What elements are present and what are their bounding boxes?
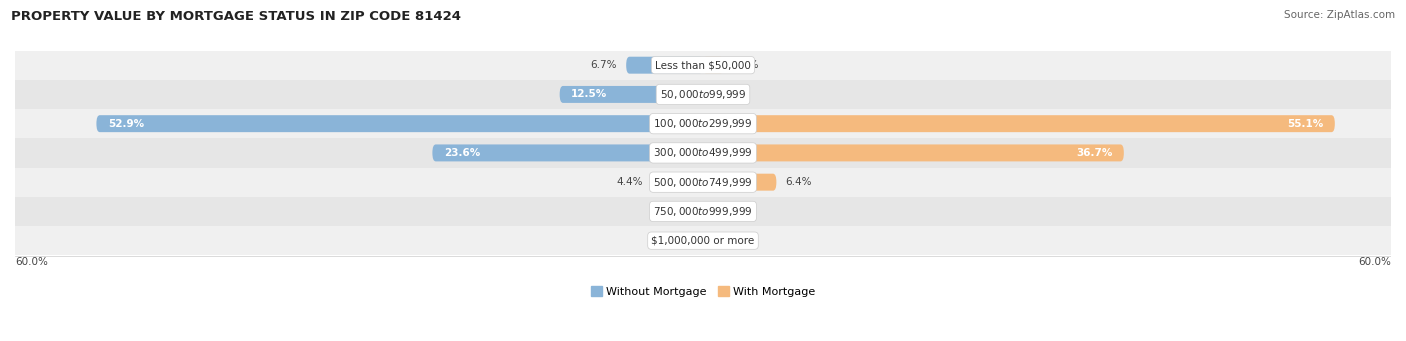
Text: 23.6%: 23.6% xyxy=(444,148,479,158)
Text: 0.0%: 0.0% xyxy=(713,206,738,217)
FancyBboxPatch shape xyxy=(97,115,703,132)
FancyBboxPatch shape xyxy=(15,138,1391,167)
Text: 0.0%: 0.0% xyxy=(713,89,738,100)
Text: 6.4%: 6.4% xyxy=(786,177,813,187)
FancyBboxPatch shape xyxy=(15,167,1391,197)
Text: 52.9%: 52.9% xyxy=(108,119,143,129)
FancyBboxPatch shape xyxy=(626,57,703,74)
FancyBboxPatch shape xyxy=(652,174,703,191)
Text: 60.0%: 60.0% xyxy=(1358,257,1391,267)
Text: $50,000 to $99,999: $50,000 to $99,999 xyxy=(659,88,747,101)
Text: 60.0%: 60.0% xyxy=(15,257,48,267)
Legend: Without Mortgage, With Mortgage: Without Mortgage, With Mortgage xyxy=(591,286,815,297)
FancyBboxPatch shape xyxy=(433,145,703,161)
Text: 36.7%: 36.7% xyxy=(1076,148,1112,158)
Text: 55.1%: 55.1% xyxy=(1286,119,1323,129)
Text: 12.5%: 12.5% xyxy=(571,89,607,100)
Text: $300,000 to $499,999: $300,000 to $499,999 xyxy=(654,146,752,160)
Text: $750,000 to $999,999: $750,000 to $999,999 xyxy=(654,205,752,218)
Text: $1,000,000 or more: $1,000,000 or more xyxy=(651,236,755,246)
FancyBboxPatch shape xyxy=(703,145,1123,161)
FancyBboxPatch shape xyxy=(703,174,776,191)
FancyBboxPatch shape xyxy=(15,80,1391,109)
Text: Source: ZipAtlas.com: Source: ZipAtlas.com xyxy=(1284,10,1395,20)
Text: 4.4%: 4.4% xyxy=(617,177,644,187)
FancyBboxPatch shape xyxy=(15,109,1391,138)
FancyBboxPatch shape xyxy=(560,86,703,103)
FancyBboxPatch shape xyxy=(15,197,1391,226)
Text: Less than $50,000: Less than $50,000 xyxy=(655,60,751,70)
Text: $500,000 to $749,999: $500,000 to $749,999 xyxy=(654,176,752,189)
Text: 0.0%: 0.0% xyxy=(668,206,693,217)
Text: 0.0%: 0.0% xyxy=(713,236,738,246)
FancyBboxPatch shape xyxy=(15,226,1391,255)
FancyBboxPatch shape xyxy=(15,50,1391,80)
FancyBboxPatch shape xyxy=(703,115,1334,132)
Text: 1.8%: 1.8% xyxy=(733,60,759,70)
Text: 0.0%: 0.0% xyxy=(668,236,693,246)
FancyBboxPatch shape xyxy=(703,57,724,74)
Text: $100,000 to $299,999: $100,000 to $299,999 xyxy=(654,117,752,130)
Text: 6.7%: 6.7% xyxy=(591,60,617,70)
Text: PROPERTY VALUE BY MORTGAGE STATUS IN ZIP CODE 81424: PROPERTY VALUE BY MORTGAGE STATUS IN ZIP… xyxy=(11,10,461,23)
